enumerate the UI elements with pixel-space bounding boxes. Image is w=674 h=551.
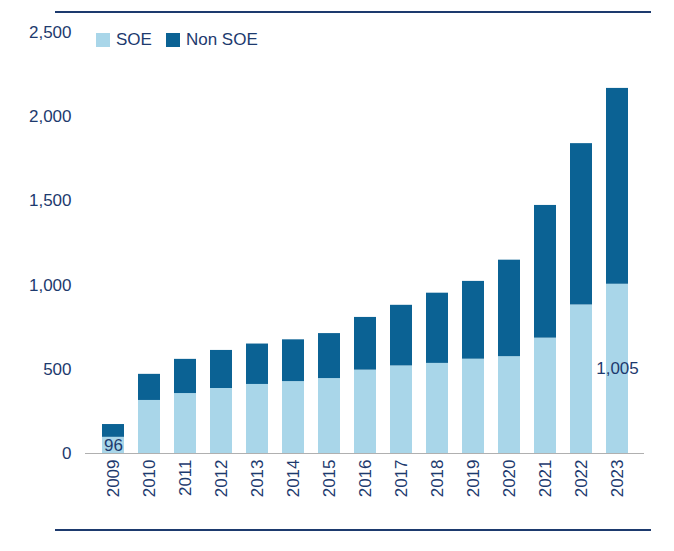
svg-text:1,000: 1,000 — [29, 276, 72, 295]
html-text:SOE: SOE — [116, 30, 152, 49]
svg-text:1,005: 1,005 — [596, 359, 639, 378]
svg-text:2012: 2012 — [212, 460, 231, 498]
svg-text:96: 96 — [104, 436, 123, 455]
svg-text:2014: 2014 — [284, 460, 303, 498]
svg-text:2015: 2015 — [320, 460, 339, 498]
svg-text:1,500: 1,500 — [29, 191, 72, 210]
svg-text:2017: 2017 — [392, 460, 411, 498]
svg-text:2022: 2022 — [572, 460, 591, 498]
svg-text:500: 500 — [43, 360, 71, 379]
svg-text:2010: 2010 — [140, 460, 159, 498]
svg-text:2019: 2019 — [464, 460, 483, 498]
svg-text:2018: 2018 — [428, 460, 447, 498]
svg-text:2009: 2009 — [104, 460, 123, 498]
svg-text:2,000: 2,000 — [29, 107, 72, 126]
svg-text:2011: 2011 — [176, 460, 195, 497]
svg-text:0: 0 — [62, 444, 71, 463]
svg-text:2,500: 2,500 — [29, 23, 72, 42]
svg-text:2020: 2020 — [500, 460, 519, 498]
svg-text:2021: 2021 — [536, 460, 555, 498]
svg-text:2016: 2016 — [356, 460, 375, 498]
svg-text:2013: 2013 — [248, 460, 267, 498]
svg-text:2023: 2023 — [608, 460, 627, 498]
html-text:Non SOE: Non SOE — [185, 30, 258, 49]
